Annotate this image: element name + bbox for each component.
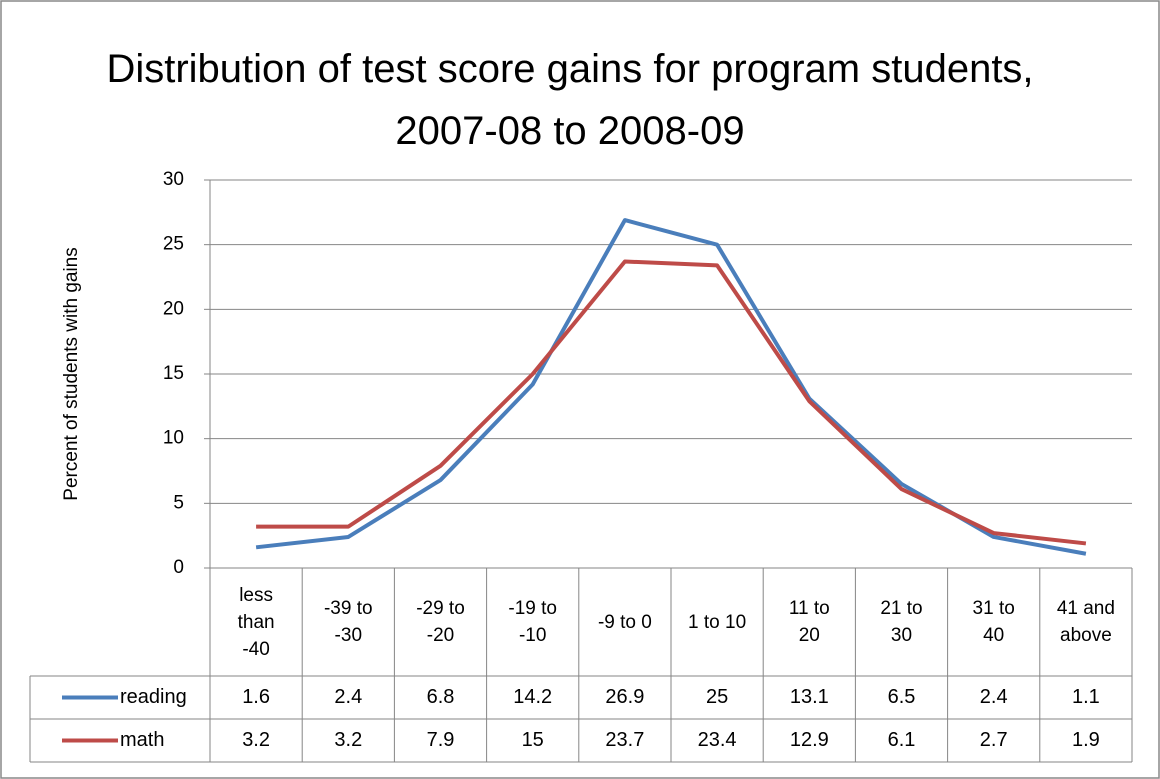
- table-value: 25: [706, 686, 728, 708]
- table-value: 23.4: [698, 729, 737, 751]
- table-value: 6.1: [888, 729, 916, 751]
- y-tick-label: 15: [163, 363, 184, 384]
- y-tick-label: 30: [163, 169, 184, 190]
- x-tick-label: 41 and above: [1056, 598, 1115, 646]
- x-tick-label: 31 to 40: [972, 598, 1015, 646]
- table-value: 6.8: [427, 686, 455, 708]
- table-value: 3.2: [242, 729, 270, 751]
- table-value: 12.9: [790, 729, 829, 751]
- x-tick-label: 11 to 20: [788, 598, 830, 646]
- table-value: 26.9: [605, 686, 644, 708]
- y-axis-title: Percent of students with gains: [61, 247, 82, 500]
- y-tick-label: 5: [173, 492, 184, 513]
- table-value: 1.1: [1072, 686, 1100, 708]
- legend-label: reading: [120, 686, 187, 708]
- y-tick-label: 0: [173, 557, 184, 578]
- x-tick-label: 21 to 30: [880, 598, 923, 646]
- table-value: 1.9: [1072, 729, 1100, 751]
- table-value: 2.4: [980, 686, 1008, 708]
- table-value: 6.5: [888, 686, 916, 708]
- x-tick-label: 1 to 10: [688, 611, 747, 633]
- table-value: 7.9: [427, 729, 455, 751]
- legend-label: math: [120, 729, 164, 751]
- table-value: 2.7: [980, 729, 1008, 751]
- x-tick-label: less than -40: [237, 584, 275, 660]
- table-value: 3.2: [334, 729, 362, 751]
- x-tick-label: -29 to -20: [416, 598, 465, 646]
- chart-title: Distribution of test score gains for pro…: [106, 47, 1034, 153]
- x-tick-label: -9 to 0: [597, 611, 652, 633]
- y-tick-label: 10: [163, 428, 184, 449]
- table-value: 2.4: [334, 686, 362, 708]
- y-tick-label: 20: [163, 298, 184, 319]
- series-line: [256, 259, 1087, 546]
- x-tick-label: -19 to -10: [508, 598, 557, 646]
- table-value: 13.1: [790, 686, 829, 708]
- x-tick-label: -39 to -30: [323, 598, 373, 646]
- table-value: 15: [522, 729, 544, 751]
- table-value: 14.2: [513, 686, 552, 708]
- table-value: 1.6: [242, 686, 270, 708]
- y-tick-label: 25: [163, 234, 184, 255]
- table-value: 23.7: [605, 729, 644, 751]
